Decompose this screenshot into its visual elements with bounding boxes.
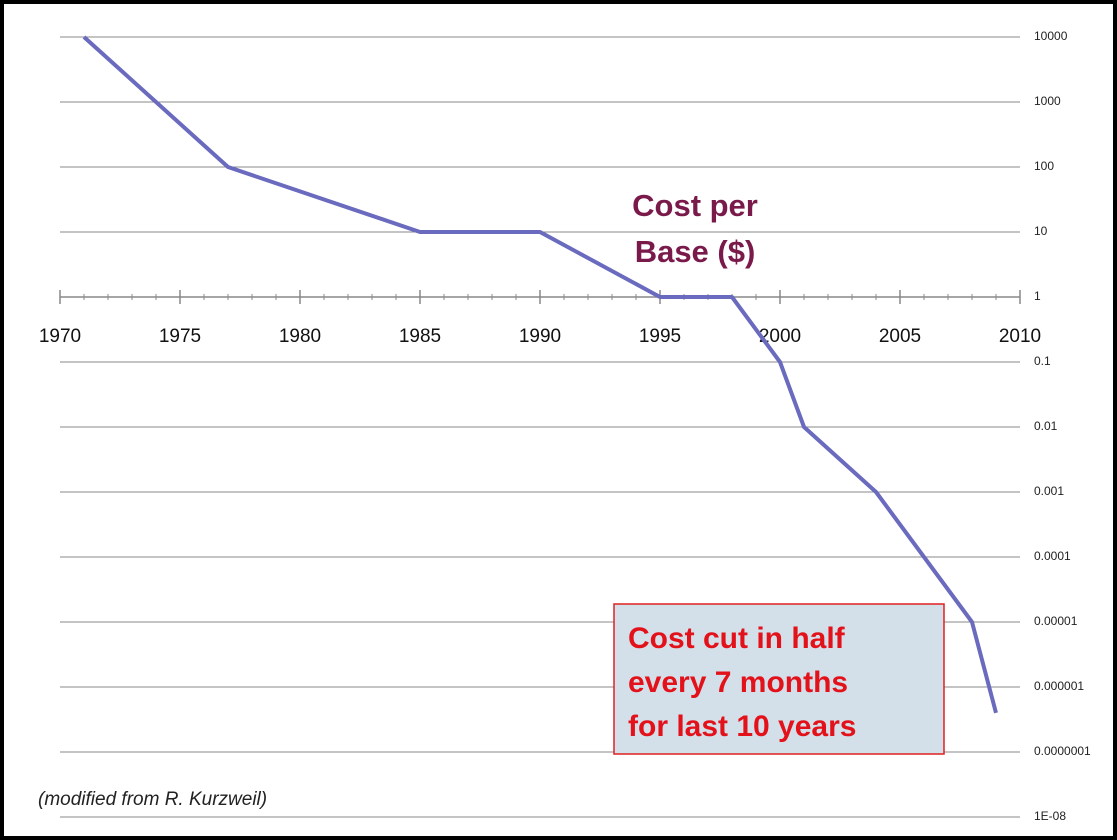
x-tick-label: 1980 — [279, 326, 321, 347]
x-tick-label: 1985 — [399, 326, 441, 347]
y-tick-label: 10000 — [1034, 29, 1068, 43]
annotation-title: Cost per — [632, 188, 758, 223]
annotation-title: Base ($) — [635, 234, 756, 269]
y-tick-label: 100 — [1034, 159, 1054, 173]
y-tick-label: 10 — [1034, 224, 1048, 238]
x-tick-label: 1995 — [639, 326, 681, 347]
data-line — [82, 35, 998, 714]
y-tick-label: 1000 — [1034, 94, 1061, 108]
x-tick-label: 2010 — [999, 326, 1041, 347]
y-tick-label: 0.0001 — [1034, 549, 1071, 563]
callout-box — [613, 603, 945, 755]
x-tick-label: 1990 — [519, 326, 561, 347]
y-tick-label: 0.000001 — [1034, 679, 1084, 693]
y-tick-label: 1 — [1034, 289, 1041, 303]
y-tick-label: 0.0000001 — [1034, 744, 1091, 758]
x-tick-label: 1975 — [159, 326, 201, 347]
callout-text: Cost cut in half — [628, 622, 846, 655]
y-tick-label: 0.01 — [1034, 419, 1058, 433]
x-tick-label: 2000 — [759, 326, 801, 347]
y-tick-label: 0.1 — [1034, 354, 1051, 368]
y-tick-label: 1E-08 — [1034, 809, 1066, 823]
x-tick-label: 2005 — [879, 326, 921, 347]
callout-text: every 7 months — [628, 666, 848, 699]
callout-text: for last 10 years — [628, 710, 856, 743]
credit: (modified from R. Kurzweil) — [38, 789, 267, 810]
y-tick-label: 0.001 — [1034, 484, 1064, 498]
x-tick-label: 1970 — [39, 326, 81, 347]
y-tick-label: 0.00001 — [1034, 614, 1078, 628]
